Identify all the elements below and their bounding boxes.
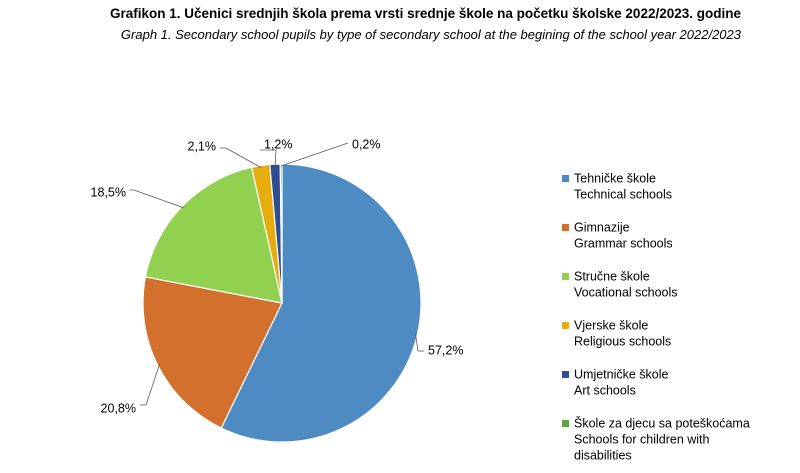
slice-label: 0,2% <box>352 137 381 151</box>
legend-label: Gimnazije <box>574 220 630 234</box>
slice-label: 57,2% <box>428 343 463 357</box>
legend-label: Umjetničke škole <box>574 367 669 381</box>
chart-title: Grafikon 1. Učenici srednjih škola prema… <box>109 6 741 21</box>
leader-line <box>130 189 184 209</box>
legend-swatch <box>562 175 569 182</box>
legend-swatch <box>562 420 569 427</box>
legend-label: Škole za djecu sa poteškoćama <box>574 415 750 430</box>
legend-label: Art schools <box>574 383 636 397</box>
pie-slice <box>142 276 283 429</box>
chart-subtitle: Graph 1. Secondary school pupils by type… <box>120 27 741 42</box>
leader-line <box>260 149 277 167</box>
legend-label: Vocational schools <box>574 285 678 299</box>
legend-swatch <box>562 371 569 378</box>
legend-swatch <box>562 322 569 329</box>
slice-label: 18,5% <box>91 185 126 199</box>
legend-label: Tehničke škole <box>574 171 656 185</box>
legend-swatch <box>562 224 569 231</box>
legend: Tehničke škole Technical schools Gimnazije… <box>562 171 750 462</box>
legend-label: Vjerske škole <box>574 318 648 332</box>
leader-line <box>220 147 262 168</box>
legend-swatch <box>562 273 569 280</box>
pie-slice <box>220 163 422 443</box>
leader-line <box>280 142 349 167</box>
pie-slices <box>142 163 422 443</box>
pie-slice <box>279 163 283 304</box>
legend-label: Grammar schools <box>574 236 673 250</box>
pie-slice <box>144 166 283 304</box>
slice-label: 1,2% <box>264 137 293 151</box>
legend-label: Schools for children with <box>574 432 710 446</box>
legend-label: Stručne škole <box>574 269 650 283</box>
legend-label: Religious schools <box>574 334 671 348</box>
slice-labels: 57,2% 20,8% 18,5% 2,1% 1,2% 0,2% <box>91 137 464 415</box>
legend-label: disabilities <box>574 448 632 462</box>
legend-label: Technical schools <box>574 187 672 201</box>
slice-label: 2,1% <box>188 139 217 153</box>
leader-line <box>415 333 424 352</box>
leader-line <box>140 364 160 406</box>
leader-lines <box>130 142 424 406</box>
slice-label: 20,8% <box>101 401 136 415</box>
